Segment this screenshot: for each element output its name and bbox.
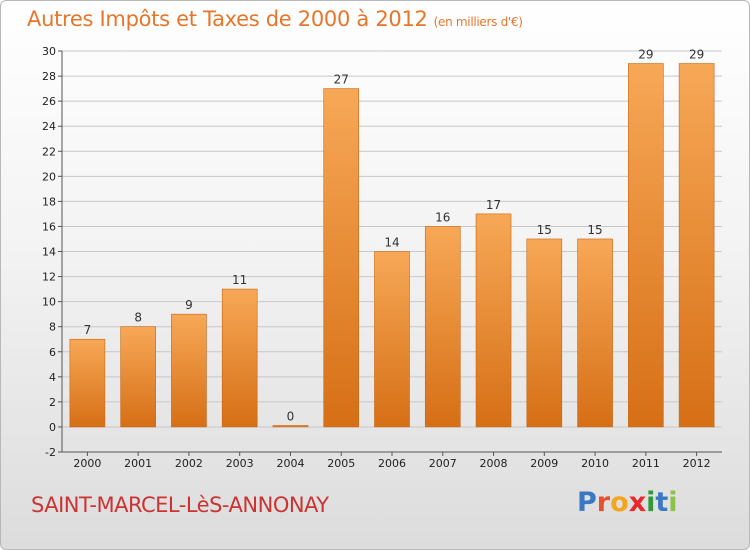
bar [577,238,613,428]
bar [526,238,563,428]
x-tick-label: 2001 [124,457,152,470]
x-tick-label: 2000 [73,457,101,470]
data-label: 8 [134,311,142,325]
data-label: 16 [435,210,450,224]
y-tick-label: 26 [42,95,56,108]
bar [323,88,360,428]
town-name: SAINT-MARCEL-LèS-ANNONAY [31,493,329,517]
y-tick-label: 0 [49,421,56,434]
x-tick-label: 2007 [429,457,457,470]
x-tick-label: 2003 [226,457,254,470]
bar [374,251,410,428]
logo-letter: x [628,487,647,518]
y-tick-label: 10 [42,296,56,309]
y-tick-label: 14 [42,246,56,259]
data-label: 14 [384,236,399,250]
y-tick-label: 20 [42,170,56,183]
x-tick-label: 2012 [683,457,711,470]
data-label: 0 [287,409,295,423]
y-tick-label: 16 [42,220,56,233]
y-tick-label: 4 [49,371,56,384]
x-tick-label: 2011 [632,457,660,470]
data-label: 27 [334,73,349,87]
chart-title-text: Autres Impôts et Taxes de 2000 à 2012 [27,7,428,31]
bar [628,63,664,428]
logo-letter: o [610,487,629,518]
bar [475,213,512,428]
bar [120,326,156,428]
logo-letter: i [646,487,656,518]
bar [221,288,258,428]
logo-letter: t [655,487,669,518]
data-label: 9 [185,298,193,312]
y-tick-label: 12 [42,271,56,284]
y-tick-label: 24 [42,120,56,133]
data-label: 17 [486,198,501,212]
data-label: 15 [587,223,602,237]
data-label: 29 [689,48,704,62]
bar [69,338,106,428]
data-label: 15 [537,223,552,237]
logo-letter: r [596,487,611,518]
y-tick-label: 22 [42,145,56,158]
x-tick-label: 2006 [378,457,406,470]
y-tick-label: 18 [42,195,56,208]
y-tick-label: 28 [42,70,56,83]
chart-title: Autres Impôts et Taxes de 2000 à 2012 (en… [27,7,523,31]
logo-letter: i [668,487,678,518]
x-tick-label: 2009 [530,457,558,470]
logo-letter: P [577,487,597,518]
x-tick-label: 2010 [581,457,609,470]
data-label: 11 [232,273,247,287]
data-label: 29 [638,48,653,62]
y-tick-label: 8 [49,321,56,334]
proxiti-logo: Proxiti [577,487,678,518]
bar [424,226,461,428]
x-tick-label: 2004 [276,457,304,470]
y-tick-label: 6 [49,346,56,359]
x-tick-label: 2002 [175,457,203,470]
bar [171,313,207,428]
bar [272,425,309,428]
y-tick-label: -2 [45,446,56,459]
chart-unit: (en milliers d'€) [433,15,523,29]
y-tick-label: 30 [42,45,56,58]
y-tick-label: 2 [49,396,56,409]
data-label: 7 [84,323,92,337]
x-tick-label: 2008 [480,457,508,470]
bar [678,63,715,428]
x-tick-label: 2005 [327,457,355,470]
